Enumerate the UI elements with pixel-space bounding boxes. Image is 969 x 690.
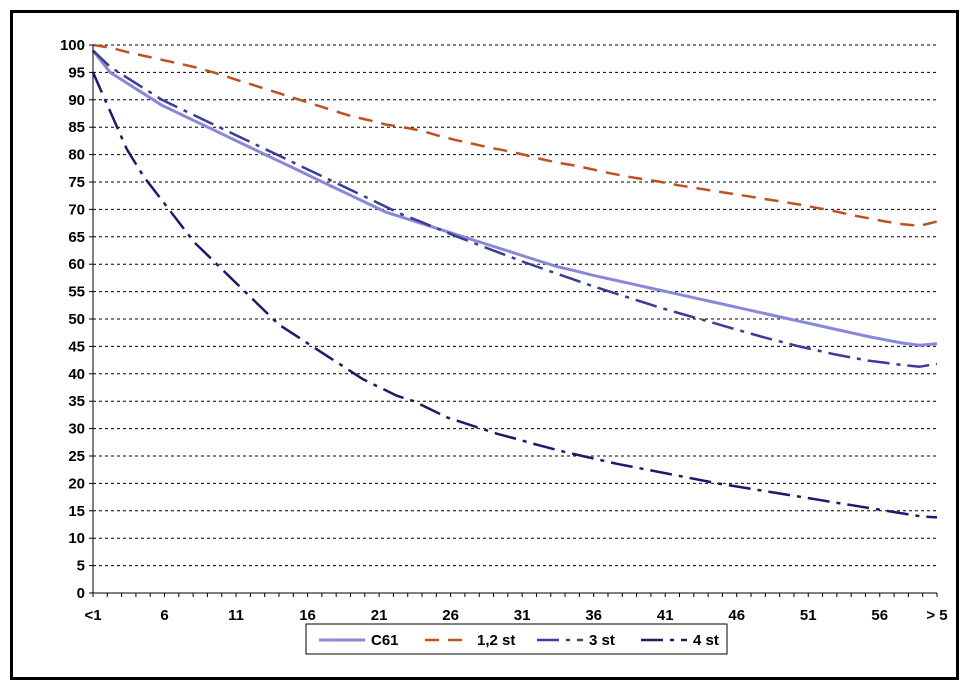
y-tick-label: 50 bbox=[68, 311, 85, 328]
x-tick-label: 41 bbox=[657, 607, 674, 624]
grid-lines bbox=[93, 44, 937, 567]
x-tick-label: 51 bbox=[800, 607, 817, 624]
y-tick-label: 35 bbox=[68, 393, 85, 410]
x-tick-label: 21 bbox=[371, 607, 388, 624]
chart-frame: 0 5 10 15 20 25 30 35 40 45 50 55 60 65 70 75 80 85 90 95 10… bbox=[10, 10, 959, 680]
x-tick-label: 26 bbox=[442, 607, 459, 624]
line-chart: 0 5 10 15 20 25 30 35 40 45 50 55 60 65 70 75 80 85 90 95 10… bbox=[60, 37, 948, 655]
y-tick-label: 90 bbox=[68, 92, 85, 109]
y-tick-label: 20 bbox=[68, 475, 85, 492]
series-line-1 bbox=[92, 43, 938, 228]
y-tick-label: 0 bbox=[77, 585, 85, 602]
x-tick-label: 6 bbox=[160, 607, 168, 624]
y-tick-label: 100 bbox=[60, 37, 85, 54]
y-tick-label: 55 bbox=[68, 284, 85, 301]
legend-label: 4 st bbox=[693, 632, 719, 649]
y-tick-label: 15 bbox=[68, 503, 85, 520]
y-tick-label: 70 bbox=[68, 201, 85, 218]
x-tick-label: <1 bbox=[84, 607, 101, 624]
y-tick-label: 65 bbox=[68, 229, 85, 246]
y-tick-label: 85 bbox=[68, 119, 85, 136]
y-tick-label: 75 bbox=[68, 174, 85, 191]
x-tick-label: 46 bbox=[728, 607, 745, 624]
x-tick-label: 31 bbox=[514, 607, 531, 624]
y-tick-label: 25 bbox=[68, 448, 85, 465]
y-tick-label: 80 bbox=[68, 147, 85, 164]
y-tick-label: 10 bbox=[68, 530, 85, 547]
y-tick-label: 30 bbox=[68, 421, 85, 438]
legend: C61 1,2 st 3 st 4 st bbox=[305, 623, 728, 655]
legend-label: C61 bbox=[371, 632, 399, 649]
y-tick-label: 5 bbox=[77, 558, 85, 575]
y-tick-label: 95 bbox=[68, 64, 85, 81]
x-tick-label: 16 bbox=[299, 607, 316, 624]
series-line-0 bbox=[91, 49, 938, 347]
y-tick-label: 40 bbox=[68, 366, 85, 383]
y-axis-tick-labels: 0 5 10 15 20 25 30 35 40 45 50 55 60 65 70 75 80 85 90 95 10… bbox=[60, 37, 93, 602]
x-tick-label: 56 bbox=[871, 607, 888, 624]
legend-label: 1,2 st bbox=[477, 632, 515, 649]
y-tick-label: 45 bbox=[68, 338, 85, 355]
legend-label: 3 st bbox=[589, 632, 615, 649]
x-tick-label: 11 bbox=[228, 607, 244, 624]
series-lines bbox=[91, 43, 938, 519]
x-tick-label: > 5 bbox=[926, 607, 947, 624]
y-tick-label: 60 bbox=[68, 256, 85, 273]
x-tick-label: 36 bbox=[585, 607, 602, 624]
legend-box bbox=[305, 623, 728, 655]
x-axis-tick-labels: <1 6 11 16 21 26 31 36 41 46 51 56 > 5 bbox=[84, 593, 948, 624]
series-line-3 bbox=[91, 71, 938, 519]
series-line-2 bbox=[92, 49, 938, 368]
